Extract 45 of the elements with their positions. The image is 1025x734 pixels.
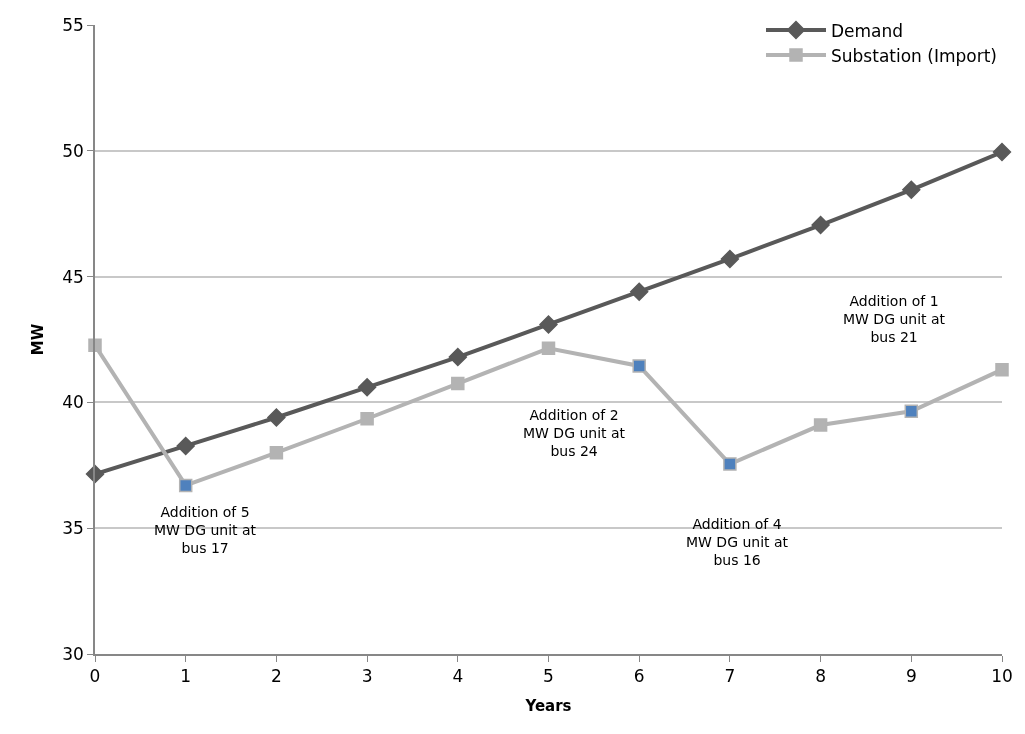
point — [448, 347, 467, 367]
y-tick-label: 50 — [62, 140, 84, 161]
annotation: Addition of 5 MW DG unit at bus 17 — [154, 504, 257, 557]
point — [813, 418, 828, 432]
x-tick-label: 7 — [724, 666, 736, 687]
point — [360, 412, 374, 426]
point — [630, 282, 649, 301]
x-tick-label: 6 — [633, 666, 645, 687]
point — [176, 436, 195, 456]
x-tick-label: 2 — [270, 666, 282, 687]
annotation: Addition of 2 MW DG unit at bus 24 — [523, 407, 626, 460]
point — [811, 215, 830, 235]
y-tick-label: 55 — [62, 14, 84, 35]
x-tick-label: 5 — [543, 666, 554, 687]
point — [632, 359, 646, 373]
point — [269, 445, 284, 460]
x-tick-label: 9 — [905, 666, 917, 687]
annotation: Addition of 4 MW DG unit at bus 16 — [686, 516, 789, 569]
point — [723, 457, 737, 471]
point — [992, 142, 1012, 162]
point — [178, 478, 193, 493]
point — [451, 376, 465, 391]
legend-label: Substation (Import) — [831, 45, 997, 66]
x-tick-label: 0 — [89, 666, 101, 687]
x-tick-label: 3 — [361, 666, 373, 687]
x-tick-label: 10 — [991, 666, 1013, 687]
point — [904, 404, 919, 418]
point — [902, 180, 921, 199]
y-tick-label: 40 — [62, 392, 84, 413]
point — [995, 362, 1009, 377]
y-axis-title: MW — [28, 323, 47, 356]
y-tick-label: 35 — [62, 518, 84, 539]
point — [357, 378, 377, 397]
point — [539, 315, 558, 334]
x-tick-label: 1 — [180, 666, 192, 687]
annotation: Addition of 1 MW DG unit at bus 21 — [843, 293, 946, 346]
x-tick-label: 8 — [815, 666, 827, 687]
point — [267, 408, 286, 427]
y-tick-label: 45 — [62, 266, 84, 287]
point — [541, 341, 556, 356]
y-tick-label: 30 — [62, 643, 84, 664]
legend-label: Demand — [831, 20, 904, 41]
x-axis-title: Years — [524, 696, 572, 715]
point — [720, 249, 740, 269]
x-tick-label: 4 — [452, 666, 464, 687]
